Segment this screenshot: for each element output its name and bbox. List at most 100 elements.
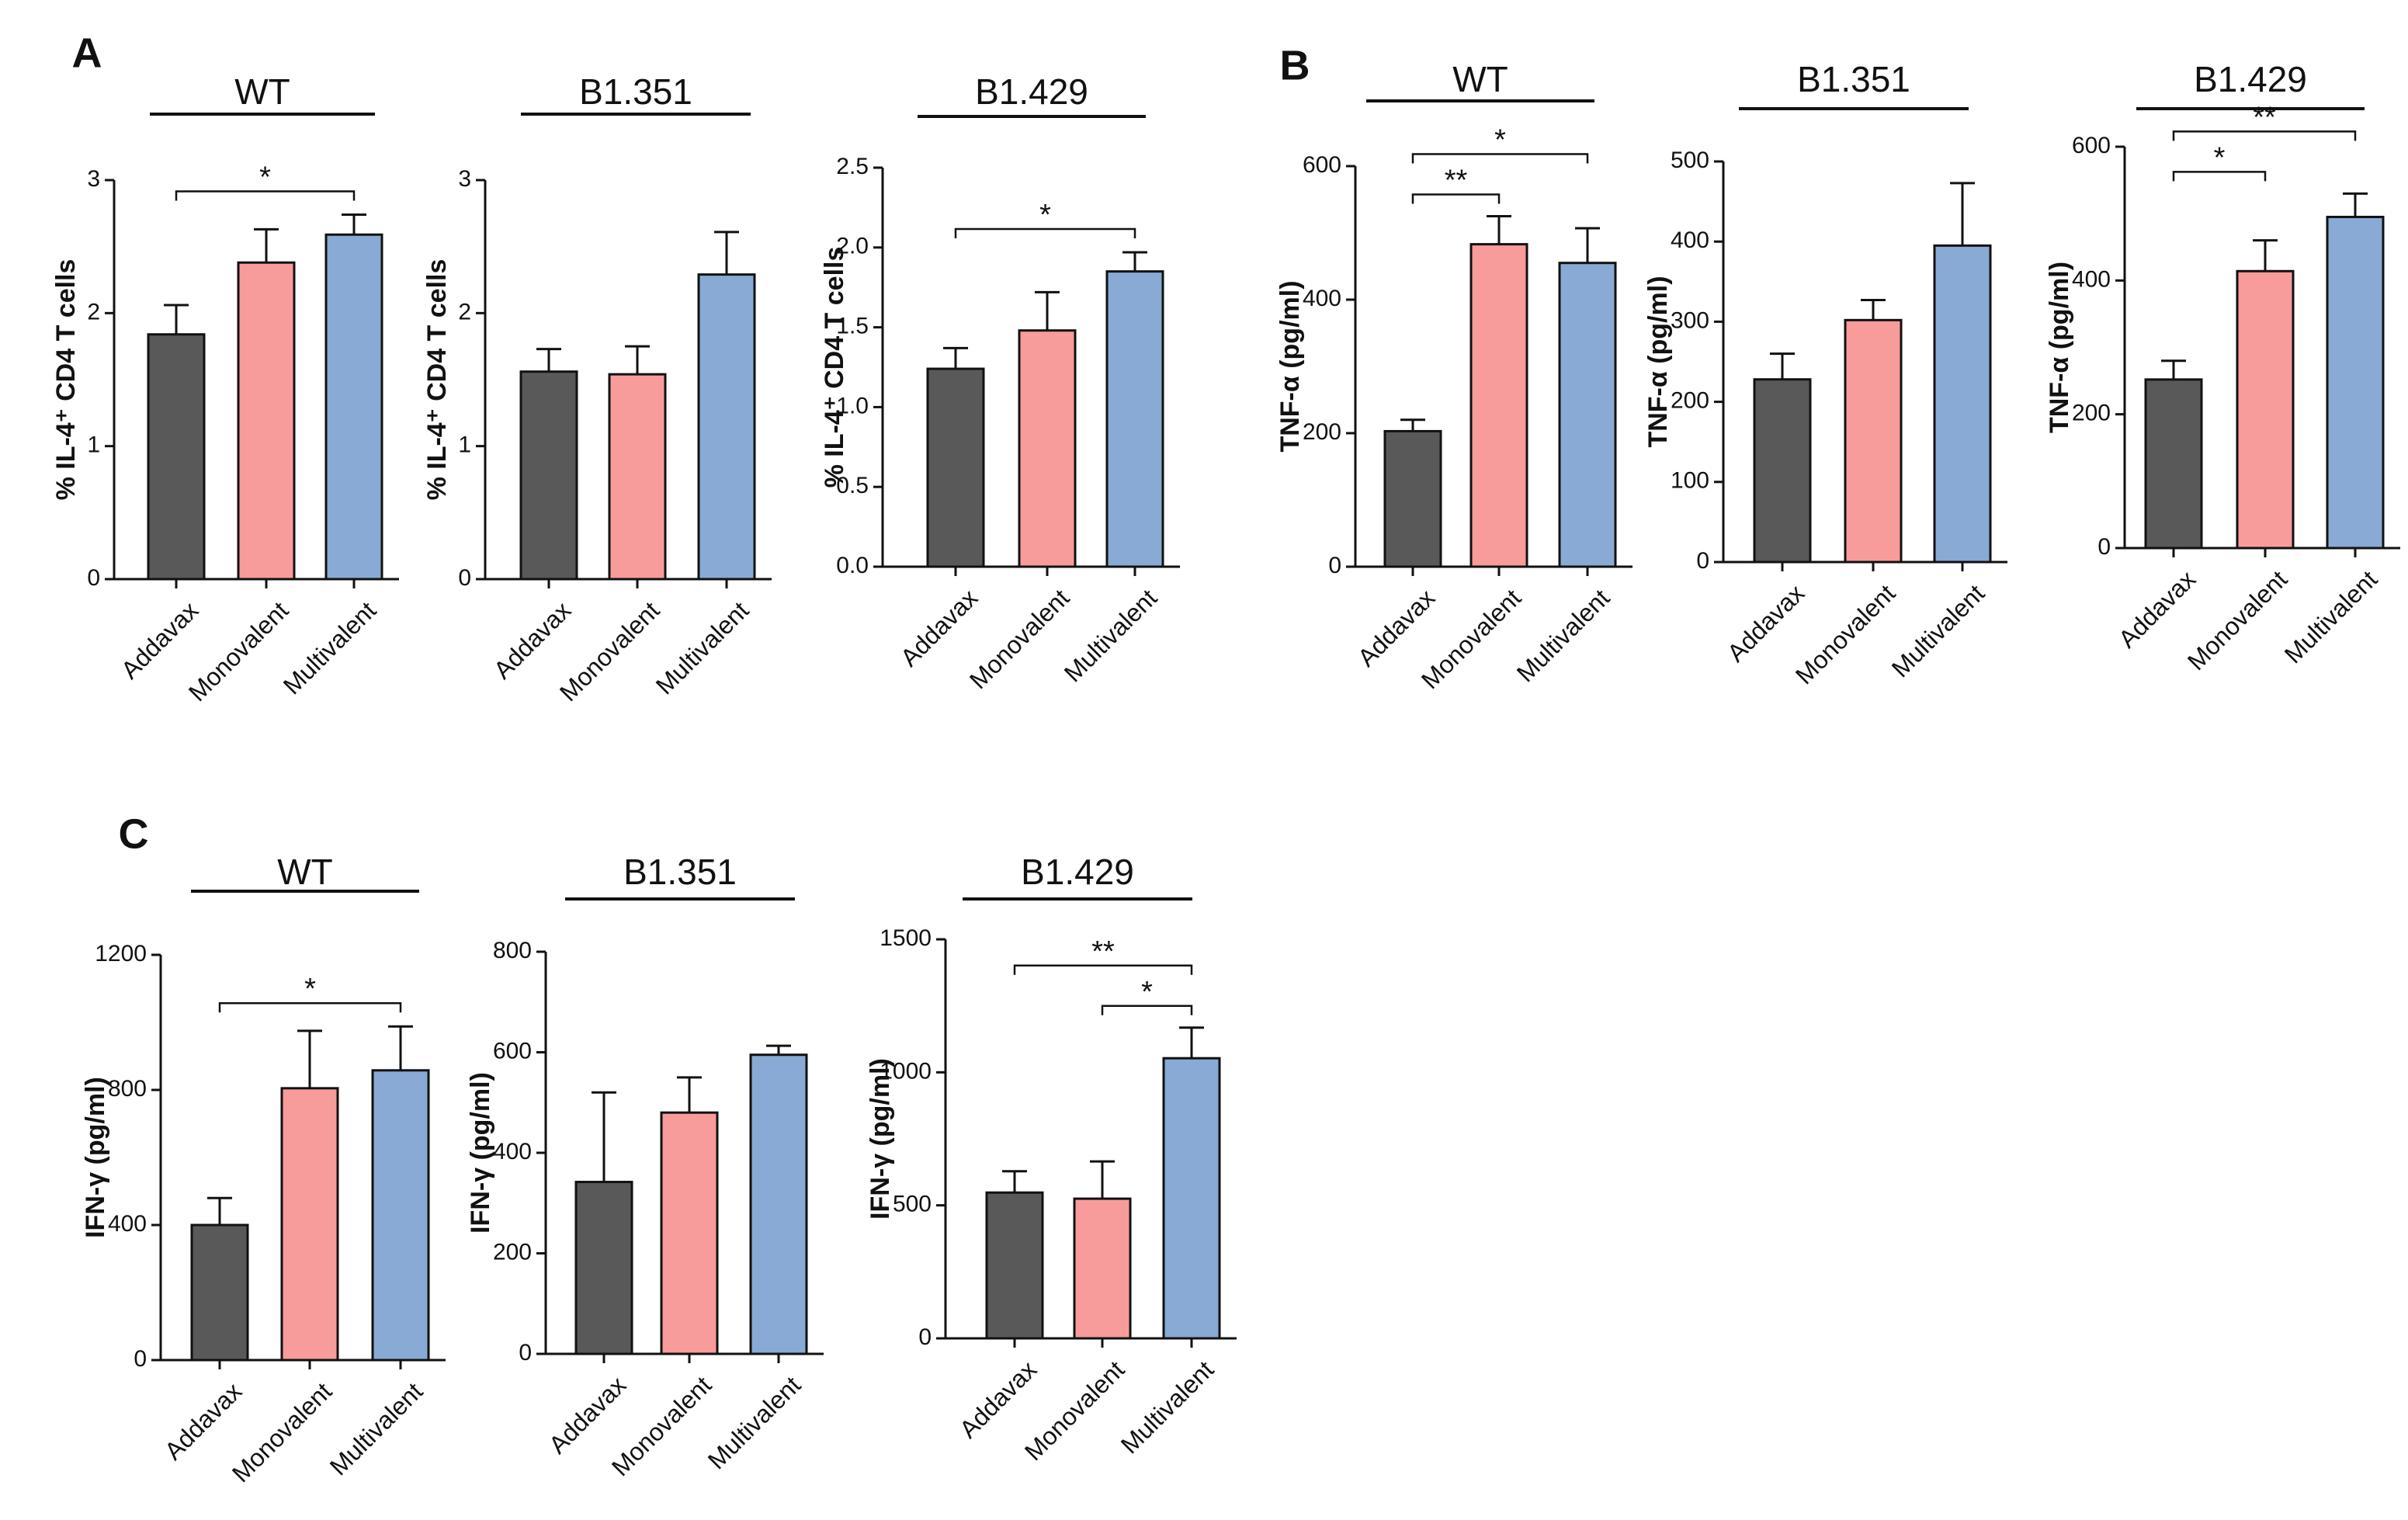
significance-label: ** <box>1445 165 1468 197</box>
y-axis-label: TNF-α (pg/ml) <box>1275 280 1305 452</box>
significance-bracket <box>1013 964 1193 975</box>
significance-bracket <box>954 227 1136 238</box>
x-tick-label: Addavax <box>543 1371 632 1459</box>
y-tick-label: 400 <box>2072 266 2111 292</box>
panel-letter: A <box>72 29 102 76</box>
y-tick-label: 0 <box>87 565 100 591</box>
significance-label: * <box>304 973 316 1005</box>
panel-letter: C <box>119 810 149 857</box>
chart-title: WT <box>1452 59 1508 99</box>
x-tick-label: Multivalent <box>651 596 755 700</box>
y-axis-label: TNF-α (pg/ml) <box>1643 276 1673 447</box>
chart-title: WT <box>277 852 333 892</box>
y-tick-label: 0 <box>458 565 471 591</box>
y-tick-label: 400 <box>1303 286 1341 311</box>
y-tick-label: 0.5 <box>836 473 869 498</box>
bar-monovalent <box>237 261 296 581</box>
x-tick-label: Multivalent <box>324 1377 429 1481</box>
x-tick-label: Multivalent <box>1059 584 1163 688</box>
bar-addavax <box>147 333 206 581</box>
y-tick-label: 1.5 <box>836 314 869 339</box>
bar-monovalent <box>1844 318 1903 564</box>
chart-title: B1.351 <box>579 71 692 112</box>
significance-label: ** <box>1091 935 1115 968</box>
significance-bracket <box>1411 153 1589 164</box>
y-tick-label: 800 <box>108 1076 147 1102</box>
y-axis-label: IFN-γ (pg/ml) <box>466 1072 495 1234</box>
significance-label: * <box>1494 124 1506 157</box>
chart-title: B1.351 <box>623 852 737 892</box>
x-tick-label: Monovalent <box>1790 579 1901 690</box>
significance-bracket <box>1101 1005 1193 1015</box>
y-axis-label: % IL-4⁺ CD4 T cells <box>820 247 849 488</box>
y-axis-label: % IL-4⁺ CD4 T cells <box>422 259 452 501</box>
chart-title: B1.429 <box>2194 59 2307 99</box>
y-tick-label: 3 <box>87 166 100 192</box>
bar-addavax <box>2144 378 2203 550</box>
y-tick-label: 400 <box>1671 227 1709 253</box>
y-tick-label: 0 <box>2097 534 2111 560</box>
bar-multivalent <box>1558 262 1617 568</box>
y-tick-label: 2.5 <box>836 154 869 179</box>
bar-addavax <box>190 1223 249 1362</box>
y-tick-label: 300 <box>1671 307 1709 333</box>
y-tick-label: 3 <box>458 166 471 192</box>
x-tick-label: Multivalent <box>278 596 382 700</box>
y-axis-label: IFN-γ (pg/ml) <box>81 1077 110 1238</box>
significance-label: * <box>1039 199 1051 231</box>
bar-multivalent <box>697 273 756 581</box>
x-tick-label: Addavax <box>116 596 204 685</box>
significance-bracket <box>2172 171 2267 182</box>
x-tick-label: Multivalent <box>1511 584 1615 688</box>
y-tick-label: 0 <box>918 1324 932 1350</box>
bar-multivalent <box>749 1053 808 1355</box>
y-tick-label: 0.0 <box>836 553 869 578</box>
bar-monovalent <box>608 373 667 581</box>
significance-bracket <box>1411 193 1501 204</box>
y-tick-label: 0 <box>134 1346 147 1372</box>
bar-multivalent <box>1933 244 1992 564</box>
y-axis-label: TNF-α (pg/ml) <box>2045 262 2074 433</box>
bar-multivalent <box>1105 270 1164 568</box>
chart-panel: B1.351 0 200 400 600 800 IFN-γ (pg/ml) Addavax M… <box>466 852 824 1481</box>
chart-title: B1.351 <box>1797 59 1910 99</box>
x-tick-label: Multivalent <box>1116 1355 1220 1459</box>
x-tick-label: Addavax <box>954 1355 1043 1444</box>
significance-label: ** <box>2253 101 2276 134</box>
x-tick-label: Monovalent <box>964 584 1075 695</box>
bar-multivalent <box>371 1069 430 1362</box>
y-tick-label: 2 <box>458 299 471 324</box>
x-tick-label: Addavax <box>1722 579 1810 668</box>
bar-addavax <box>519 370 578 581</box>
significance-label: * <box>1141 976 1153 1008</box>
bar-multivalent <box>324 233 383 581</box>
x-tick-label: Multivalent <box>703 1371 807 1475</box>
bar-multivalent <box>1162 1057 1221 1340</box>
chart-panel: B1.351 0 100 200 300 400 500 TNF-α (pg/ml) Addav… <box>1643 59 2007 689</box>
y-tick-label: 600 <box>1303 152 1341 178</box>
x-tick-label: Addavax <box>159 1377 248 1466</box>
bar-multivalent <box>2326 215 2385 550</box>
y-tick-label: 0 <box>1328 553 1341 578</box>
y-tick-label: 200 <box>2072 401 2111 426</box>
bar-addavax <box>1383 429 1442 568</box>
y-tick-label: 0 <box>1696 548 1709 574</box>
significance-bracket <box>2172 130 2357 141</box>
bar-addavax <box>574 1181 633 1355</box>
y-tick-label: 200 <box>493 1239 532 1265</box>
chart-title: WT <box>234 71 290 112</box>
bar-monovalent <box>660 1111 719 1355</box>
y-tick-label: 400 <box>108 1211 147 1237</box>
chart-panel: B1.429 0.0 0.5 1.0 1.5 2.0 2.5 % IL-4⁺ CD4 T ce… <box>820 71 1180 694</box>
y-tick-label: 600 <box>2072 133 2111 158</box>
y-tick-label: 800 <box>493 938 532 963</box>
significance-label: * <box>2214 141 2226 174</box>
y-tick-label: 0 <box>519 1340 532 1366</box>
bar-monovalent <box>2236 269 2295 550</box>
x-tick-label: Monovalent <box>2182 565 2293 676</box>
y-tick-label: 200 <box>1303 419 1341 445</box>
